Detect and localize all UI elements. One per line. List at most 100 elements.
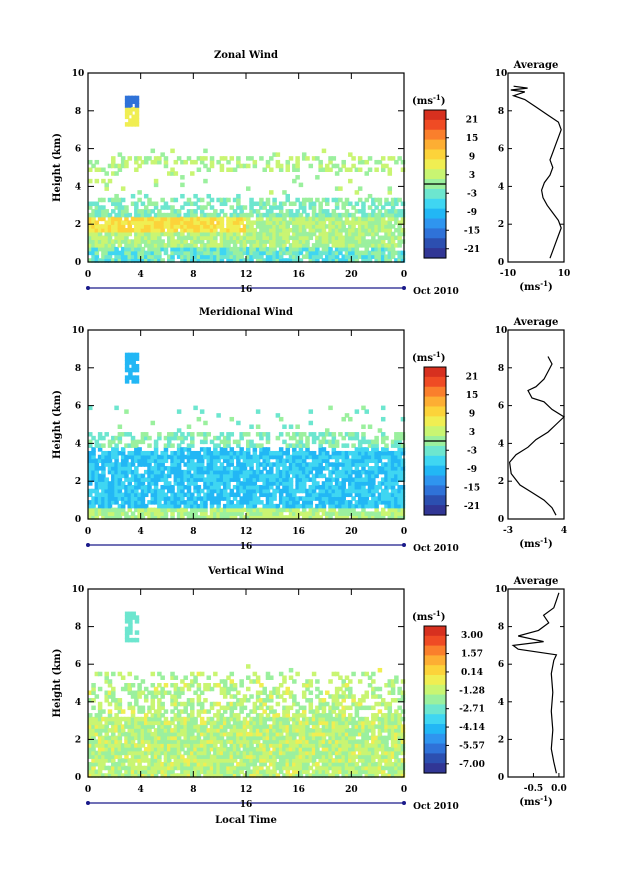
heatmap-cell	[153, 220, 159, 225]
heatmap-cell	[219, 746, 225, 752]
heatmap-cell	[252, 671, 258, 677]
heatmap-cell	[130, 773, 136, 778]
heatmap-cell	[282, 235, 287, 241]
heatmap-cell	[265, 197, 271, 203]
heatmap-cell	[206, 739, 211, 744]
heatmap-cell	[354, 190, 360, 195]
heatmap-cell	[255, 201, 261, 207]
heatmap-cell	[390, 235, 396, 241]
heatmap-cell	[196, 239, 202, 244]
heatmap-cell	[272, 724, 277, 729]
heatmap-cell	[97, 216, 103, 222]
heatmap-cell	[107, 507, 113, 513]
heatmap-cell	[193, 488, 198, 494]
heatmap-cell	[190, 216, 195, 222]
average-y-tick-label: 10	[495, 69, 508, 79]
heatmap-cell	[101, 511, 106, 516]
heatmap-cell	[377, 197, 383, 203]
heatmap-cell	[252, 679, 258, 684]
heatmap-cell	[288, 216, 294, 222]
heatmap-cell	[199, 224, 205, 229]
heatmap-cell	[114, 746, 119, 752]
heatmap-cell	[278, 205, 284, 210]
heatmap-cell	[275, 488, 281, 494]
heatmap-cell	[334, 235, 340, 241]
heatmap-cell	[259, 201, 264, 207]
heatmap-cell	[186, 258, 192, 263]
heatmap-cell	[213, 739, 218, 744]
heatmap-cell	[315, 743, 320, 748]
heatmap-cell	[249, 197, 254, 203]
heatmap-cell	[259, 492, 264, 498]
heatmap-cell	[295, 250, 300, 256]
heatmap-cell	[229, 205, 235, 210]
heatmap-cell	[321, 432, 327, 437]
heatmap-cell	[124, 220, 129, 225]
heatmap-cell	[147, 743, 152, 748]
heatmap-cell	[196, 458, 202, 464]
heatmap-cell	[104, 746, 109, 752]
heatmap-cell	[176, 156, 182, 161]
heatmap-cell	[361, 220, 366, 225]
heatmap-cell	[199, 231, 205, 237]
heatmap-cell	[163, 443, 169, 448]
heatmap-cell	[344, 197, 350, 203]
heatmap-cell	[292, 201, 297, 207]
heatmap-cell	[163, 458, 169, 464]
heatmap-cell	[229, 258, 235, 263]
heatmap-cell	[301, 511, 307, 516]
heatmap-cell	[153, 758, 159, 763]
heatmap-cell	[216, 728, 221, 733]
heatmap-cell	[292, 254, 297, 259]
heatmap-cell	[354, 243, 360, 248]
heatmap-cell	[275, 462, 281, 467]
heatmap-cell	[216, 507, 221, 513]
heatmap-cell	[160, 701, 165, 707]
heatmap-cell	[357, 250, 363, 256]
heatmap-cell	[311, 209, 317, 214]
heatmap-cell	[206, 769, 211, 774]
heatmap-cell	[94, 231, 100, 237]
heatmap-cell	[143, 511, 149, 516]
heatmap-cell	[321, 511, 327, 516]
heatmap-cell	[101, 178, 106, 184]
heatmap-cell	[282, 724, 287, 729]
heatmap-cell	[305, 758, 310, 763]
heatmap-cell	[111, 515, 116, 520]
heatmap-cell	[242, 163, 248, 169]
heatmap-cell	[88, 481, 93, 486]
heatmap-cell	[160, 458, 165, 464]
heatmap-cell	[183, 735, 188, 741]
heatmap-cell	[180, 758, 185, 763]
heatmap-cell	[239, 507, 244, 513]
heatmap-cell	[219, 720, 225, 726]
heatmap-cell	[213, 765, 218, 771]
heatmap-cell	[134, 716, 139, 722]
heatmap-cell	[114, 450, 119, 456]
heatmap-cell	[176, 447, 182, 452]
heatmap-cell	[285, 450, 290, 456]
heatmap-cell	[348, 239, 353, 244]
heatmap-cell	[209, 701, 215, 707]
heatmap-cell	[374, 450, 379, 456]
heatmap-cell	[111, 698, 116, 703]
heatmap-cell	[117, 424, 123, 429]
heatmap-cell	[206, 167, 211, 172]
heatmap-cell	[199, 258, 205, 263]
heatmap-cell	[170, 435, 175, 441]
heatmap-cell	[150, 220, 156, 225]
heatmap-cell	[390, 205, 396, 210]
heatmap-cell	[246, 454, 251, 460]
heatmap-cell	[124, 216, 129, 222]
heatmap-cell	[285, 720, 290, 726]
heatmap-cell	[242, 716, 248, 722]
heatmap-cell	[219, 773, 225, 778]
heatmap-cell	[88, 167, 93, 172]
heatmap-cell	[101, 758, 106, 763]
heatmap-cell	[397, 450, 402, 456]
heatmap-cell	[186, 466, 192, 471]
heatmap-cell	[232, 227, 238, 233]
heatmap-cell	[357, 496, 363, 501]
heatmap-cell	[157, 462, 162, 467]
heatmap-cell	[249, 481, 254, 486]
